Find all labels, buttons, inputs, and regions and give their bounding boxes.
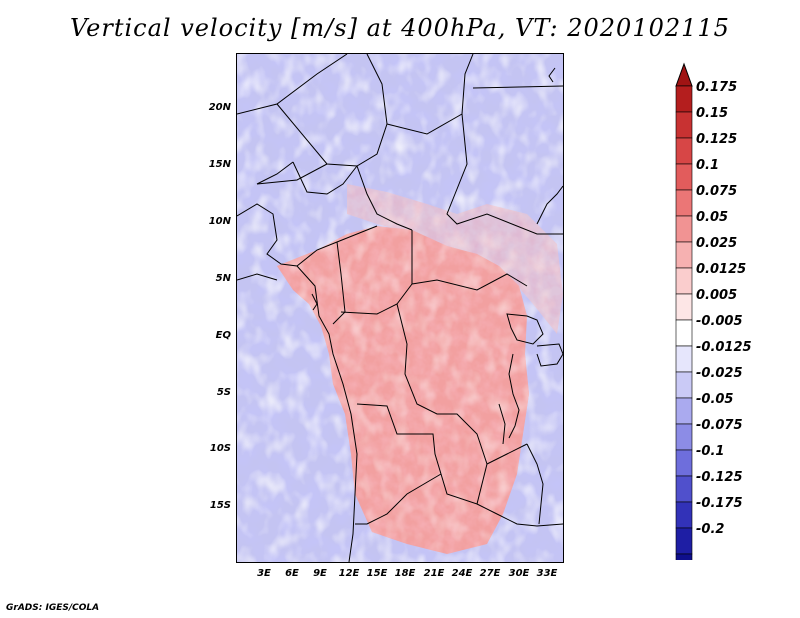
colorbar-label: -0.125: [696, 470, 743, 485]
colorbar-label: -0.005: [696, 314, 743, 329]
vertical-velocity-map: [237, 54, 563, 562]
lon-tick-label: 15E: [366, 568, 388, 579]
lat-tick-label: EQ: [215, 330, 231, 341]
colorbar-label: 0.125: [696, 132, 738, 147]
colorbar-swatch: [675, 423, 693, 451]
colorbar-swatch: [675, 371, 693, 399]
lon-tick-label: 9E: [313, 568, 327, 579]
lon-tick-label: 24E: [451, 568, 473, 579]
lat-tick-label: 10N: [208, 216, 231, 227]
colorbar: [675, 62, 693, 560]
colorbar-swatch: [675, 319, 693, 347]
colorbar-swatch: [675, 85, 693, 113]
colorbar-label: 0.1: [696, 158, 720, 173]
colorbar-label: 0.0125: [696, 262, 747, 277]
colorbar-label: 0.075: [696, 184, 738, 199]
lat-tick-label: 15S: [209, 500, 231, 511]
colorbar-swatch: [675, 163, 693, 191]
colorbar-label: 0.175: [696, 80, 738, 95]
lon-tick-label: 18E: [394, 568, 416, 579]
colorbar-label: -0.05: [696, 392, 734, 407]
colorbar-swatch: [675, 137, 693, 165]
lat-tick-label: 5S: [216, 387, 231, 398]
colorbar-label: -0.2: [696, 522, 725, 537]
lon-tick-label: 3E: [257, 568, 271, 579]
colorbar-swatch: [675, 189, 693, 217]
colorbar-label: -0.0125: [696, 340, 752, 355]
colorbar-swatch: [675, 267, 693, 295]
lon-tick-label: 21E: [423, 568, 445, 579]
colorbar-swatch: [675, 527, 693, 555]
lat-tick-label: 10S: [209, 443, 231, 454]
chart-title: Vertical velocity [m/s] at 400hPa, VT: 2…: [70, 14, 730, 42]
colorbar-swatch: [675, 501, 693, 529]
colorbar-label: 0.025: [696, 236, 738, 251]
colorbar-swatch: [675, 397, 693, 425]
colorbar-label: 0.005: [696, 288, 738, 303]
lon-tick-label: 33E: [536, 568, 558, 579]
colorbar-swatch: [675, 345, 693, 373]
colorbar-swatch: [675, 293, 693, 321]
colorbar-swatch: [675, 215, 693, 243]
coastlines: [237, 54, 563, 562]
lon-tick-label: 30E: [508, 568, 530, 579]
lat-tick-label: 5N: [215, 273, 231, 284]
colorbar-swatch: [675, 241, 693, 269]
colorbar-swatch: [675, 553, 693, 560]
colorbar-swatch: [675, 111, 693, 139]
lon-tick-label: 6E: [285, 568, 299, 579]
colorbar-label: 0.15: [696, 106, 729, 121]
lon-tick-label: 12E: [338, 568, 360, 579]
colorbar-label: -0.025: [696, 366, 743, 381]
colorbar-arrow-top: [675, 62, 693, 87]
map-panel: [236, 53, 564, 563]
colorbar-label: -0.075: [696, 418, 743, 433]
colorbar-label: -0.1: [696, 444, 725, 459]
colorbar-swatch: [675, 475, 693, 503]
lat-tick-label: 20N: [208, 102, 231, 113]
lon-tick-label: 27E: [479, 568, 501, 579]
colorbar-label: 0.05: [696, 210, 729, 225]
credit-text: GrADS: IGES/COLA: [6, 603, 100, 613]
colorbar-swatch: [675, 449, 693, 477]
colorbar-label: -0.175: [696, 496, 743, 511]
lat-tick-label: 15N: [208, 159, 231, 170]
